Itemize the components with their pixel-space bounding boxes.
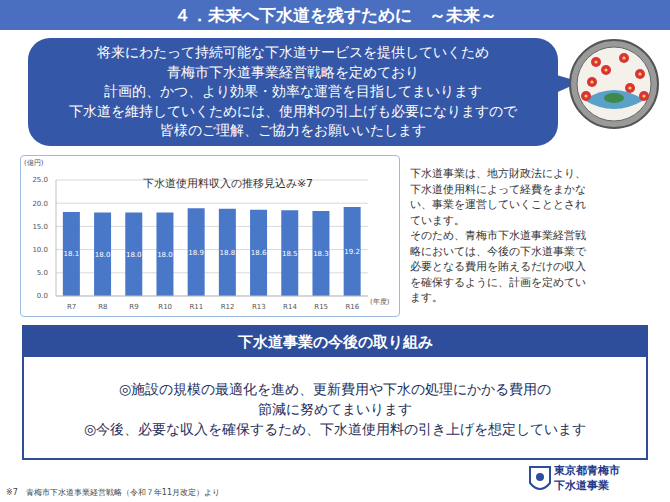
svg-text:R12: R12	[221, 303, 235, 311]
html-text:※7 青梅市下水道事業経営戦略（令和７年11月改定）より: ※7 青梅市下水道事業経営戦略（令和７年11月改定）より	[6, 488, 220, 497]
svg-text:R10: R10	[158, 303, 172, 311]
html-text:下水道使用料収入の推移見込み※7: 下水道使用料収入の推移見込み※7	[142, 177, 314, 190]
html-text:必要となる費用を賄えるだけの収入: 必要となる費用を賄えるだけの収入	[410, 260, 586, 273]
svg-text:18.5: 18.5	[282, 250, 298, 258]
html-text:◎今後、必要な収入を確保するため、下水道使用料の引き上げを想: ◎今後、必要な収入を確保するため、下水道使用料の引き上げを想定しています	[83, 421, 587, 437]
svg-text:5.0: 5.0	[37, 269, 48, 277]
html-text:東京都青梅市: 東京都青梅市	[554, 464, 620, 477]
html-text:皆様のご理解、ご協力をお願いいたします: 皆様のご理解、ご協力をお願いいたします	[160, 122, 426, 138]
svg-text:18.0: 18.0	[126, 251, 142, 259]
html-text:下水道事業は、地方財政法により、: 下水道事業は、地方財政法により、	[410, 167, 586, 180]
html-text:(億円): (億円)	[24, 159, 44, 167]
html-text:４．未来へ下水道を残すために ～未来～: ４．未来へ下水道を残すために ～未来～	[173, 5, 497, 25]
html-text:ます。: ます。	[410, 291, 443, 304]
html-text:下水道使用料によって経費をまかな: 下水道使用料によって経費をまかな	[410, 182, 586, 196]
html-text:略においては、今後の下水道事業で: 略においては、今後の下水道事業で	[410, 244, 586, 258]
svg-text:R9: R9	[129, 303, 138, 311]
svg-text:20.0: 20.0	[32, 200, 48, 208]
html-text:ています。: ています。	[410, 213, 465, 227]
html-text:青梅市下水道事業経営戦略を定めており: 青梅市下水道事業経営戦略を定めており	[167, 63, 419, 80]
html-text:◎施設の規模の最適化を進め、更新費用や下水の処理にかかる費用: ◎施設の規模の最適化を進め、更新費用や下水の処理にかかる費用の	[118, 381, 552, 397]
svg-text:19.2: 19.2	[344, 248, 360, 256]
svg-text:R14: R14	[283, 303, 297, 311]
svg-text:R15: R15	[314, 303, 328, 311]
svg-text:18.3: 18.3	[313, 250, 329, 258]
svg-text:18.9: 18.9	[188, 249, 204, 257]
html-text:下水道を維持していくためには、使用料の引上げも必要になります: 下水道を維持していくためには、使用料の引上げも必要になりますので	[69, 102, 517, 119]
html-text:節減に努めてまいります: 節減に努めてまいります	[258, 401, 412, 417]
svg-text:10.0: 10.0	[32, 246, 48, 254]
html-text:そのため、青梅市下水道事業経営戦: そのため、青梅市下水道事業経営戦	[410, 229, 586, 242]
html-text:い、事業を運営していくこととされ: い、事業を運営していくこととされ	[410, 198, 586, 211]
html-text:将来にわたって持続可能な下水道サービスを提供していくため: 将来にわたって持続可能な下水道サービスを提供していくため	[97, 44, 489, 60]
html-text:を確保するように、計画を定めてい: を確保するように、計画を定めてい	[410, 275, 586, 289]
svg-text:R11: R11	[190, 303, 204, 311]
svg-text:R13: R13	[252, 303, 266, 311]
svg-text:15.0: 15.0	[32, 223, 48, 231]
svg-text:R8: R8	[98, 303, 107, 311]
svg-text:18.6: 18.6	[251, 249, 267, 257]
svg-text:18.0: 18.0	[95, 251, 111, 259]
svg-text:18.0: 18.0	[157, 251, 173, 259]
html-text:(年度): (年度)	[370, 298, 390, 306]
html-text:計画的、かつ、より効果・効率な運営を目指してまいります: 計画的、かつ、より効果・効率な運営を目指してまいります	[104, 83, 482, 99]
html-text:下水道事業: 下水道事業	[554, 479, 609, 492]
svg-text:R7: R7	[67, 303, 76, 311]
html-text:下水道事業の今後の取り組み: 下水道事業の今後の取り組み	[237, 333, 433, 351]
svg-text:25.0: 25.0	[32, 176, 48, 184]
svg-text:0.0: 0.0	[37, 292, 48, 300]
svg-text:18.1: 18.1	[64, 250, 80, 258]
svg-text:R16: R16	[346, 303, 360, 311]
svg-text:18.8: 18.8	[220, 249, 236, 257]
